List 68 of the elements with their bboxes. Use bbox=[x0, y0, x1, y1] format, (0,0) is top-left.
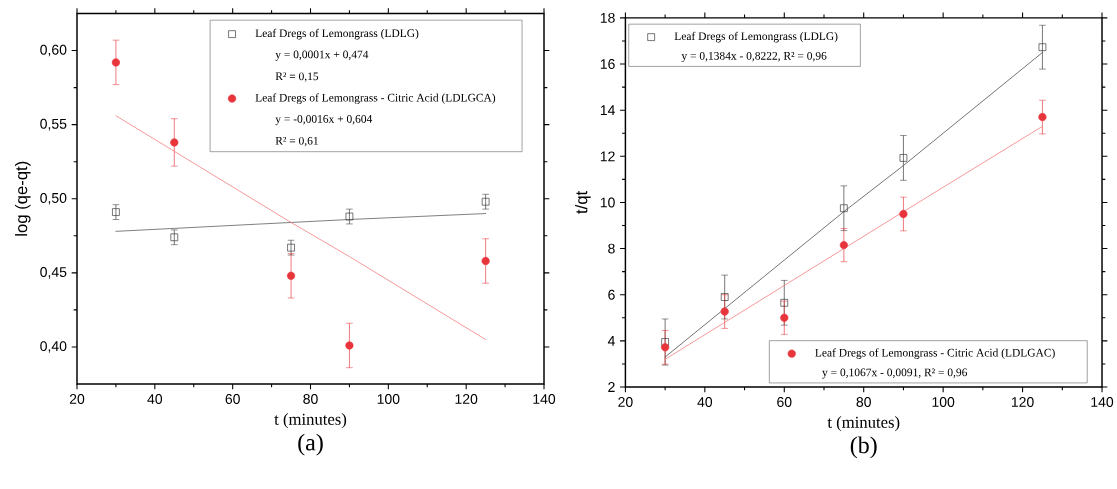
x-tick-label: 60 bbox=[777, 397, 792, 407]
x-tick-label: 80 bbox=[856, 397, 871, 407]
x-tick-label: 120 bbox=[455, 394, 478, 404]
text: (b) bbox=[850, 436, 877, 459]
y-tick-label: 12 bbox=[600, 151, 615, 162]
point bbox=[170, 233, 179, 242]
point bbox=[661, 338, 669, 346]
x-tick-label: 100 bbox=[377, 394, 400, 404]
x-axis-title: t (minutes) bbox=[827, 416, 900, 432]
legend-label: Leaf Dregs of Lemongrass - Citric Acid (LDLGAC) bbox=[815, 348, 1055, 359]
annotation: R² = 0,15 bbox=[275, 72, 319, 82]
y-axis-title: t/qt bbox=[575, 190, 591, 214]
point bbox=[1038, 43, 1047, 51]
point bbox=[481, 256, 490, 266]
y-tick-label: 0,45 bbox=[40, 267, 67, 279]
x-tick-label: 100 bbox=[932, 397, 955, 407]
x-tick-label: 40 bbox=[147, 394, 163, 404]
y-tick-label: 6 bbox=[608, 289, 615, 300]
x-tick-label: 20 bbox=[618, 397, 633, 407]
line-series bbox=[115, 115, 487, 340]
x-tick-label: 120 bbox=[1011, 397, 1034, 407]
point bbox=[345, 341, 354, 350]
point bbox=[661, 343, 670, 352]
y-tick-label: 0,60 bbox=[40, 44, 67, 57]
x-tick-label: 40 bbox=[697, 397, 713, 407]
y-tick-label: 16 bbox=[600, 59, 615, 69]
y-tick-label: 2 bbox=[608, 382, 615, 392]
point bbox=[286, 271, 296, 280]
y-tick-label: 8 bbox=[608, 243, 615, 254]
point bbox=[899, 209, 908, 219]
legend-label: Leaf Dregs of Lemongrass - Citric Acid (LDLGCA) bbox=[255, 93, 496, 104]
point bbox=[170, 138, 179, 147]
point bbox=[287, 243, 295, 252]
point bbox=[720, 307, 729, 316]
y-tick-label: 10 bbox=[600, 197, 615, 208]
x-tick-label: 140 bbox=[533, 394, 556, 404]
y-tick-label: 14 bbox=[600, 105, 615, 115]
point bbox=[840, 204, 848, 213]
point bbox=[345, 212, 354, 221]
x-tick-label: 140 bbox=[1091, 397, 1114, 407]
y-tick-label: 18 bbox=[600, 12, 615, 23]
point bbox=[1038, 113, 1047, 122]
point bbox=[780, 298, 789, 307]
x-axis-title: t (minutes) bbox=[274, 413, 347, 429]
point bbox=[780, 313, 789, 322]
point bbox=[481, 197, 490, 206]
y-tick-label: 0,55 bbox=[40, 118, 67, 131]
point bbox=[899, 154, 908, 162]
y-tick-label: 4 bbox=[607, 336, 615, 346]
annotation: y = 0,1067x - 0,0091, R² = 0,96 bbox=[822, 368, 968, 379]
legend-label: Leaf Dregs of Lemongrass (LDLG) bbox=[255, 28, 419, 40]
annotation: y = -0,0016x + 0,604 bbox=[275, 115, 373, 126]
annotation: y = 0,1384x - 0,8222, R² = 0,96 bbox=[681, 52, 827, 63]
point bbox=[112, 208, 120, 216]
y-tick-label: 0,50 bbox=[40, 192, 67, 205]
point bbox=[720, 293, 729, 301]
text: (a) bbox=[298, 433, 323, 456]
x-tick-label: 80 bbox=[303, 394, 318, 404]
point bbox=[839, 241, 848, 250]
y-tick-label: 0,40 bbox=[40, 341, 67, 353]
annotation: y = 0,0001x + 0,474 bbox=[275, 50, 369, 61]
y-axis-title: log (qe-qt) bbox=[15, 161, 31, 236]
legend-label: Leaf Dregs of Lemongrass (LDLG) bbox=[674, 31, 838, 43]
annotation: R² = 0,61 bbox=[275, 136, 318, 147]
x-tick-label: 20 bbox=[69, 394, 85, 404]
line-series bbox=[115, 213, 487, 232]
point bbox=[111, 58, 120, 67]
x-tick-label: 60 bbox=[225, 394, 240, 404]
